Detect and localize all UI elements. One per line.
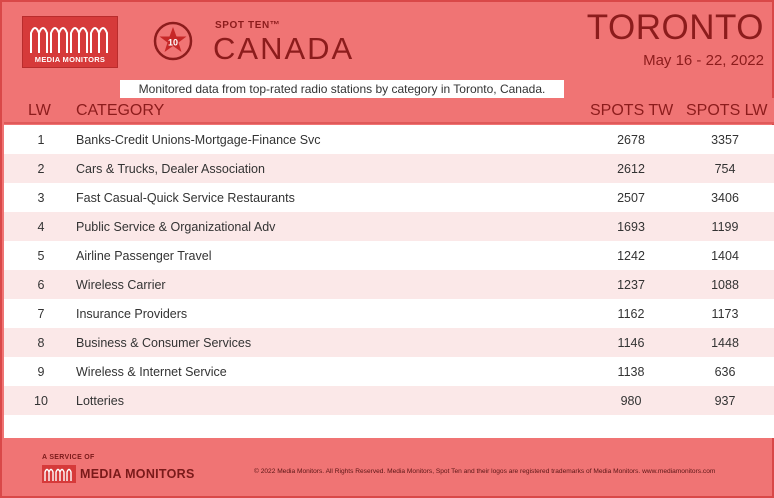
table-row: 2 Cars & Trucks, Dealer Association 2612… [4,154,774,183]
column-header-spots-tw: SPOTS TW [590,102,674,119]
table-row: 9 Wireless & Internet Service 1138 636 [4,357,774,386]
subtitle: Monitored data from top-rated radio stat… [120,80,564,98]
category-cell: Fast Casual-Quick Service Restaurants [76,191,295,205]
rank-cell: 1 [37,133,45,147]
category-cell: Airline Passenger Travel [76,249,212,263]
spots-lw-cell: 754 [714,162,736,176]
footer-logo-text: MEDIA MONITORS [80,467,195,481]
star-badge-icon: 10 [153,21,193,61]
rank-cell: 8 [37,336,45,350]
table-row: 5 Airline Passenger Travel 1242 1404 [4,241,774,270]
spots-tw-cell: 1146 [617,336,645,350]
spots-tw-cell: 1237 [617,278,645,292]
category-cell: Wireless & Internet Service [76,365,227,379]
spots-lw-cell: 1404 [711,249,739,263]
category-cell: Lotteries [76,394,124,408]
spots-tw-cell: 2612 [617,162,645,176]
table-row: 8 Business & Consumer Services 1146 1448 [4,328,774,357]
rank-cell: 4 [37,220,45,234]
service-label: A SERVICE OF [42,454,95,461]
badge-number: 10 [168,38,178,48]
column-header-spots-lw: SPOTS LW [686,102,768,119]
city-title: TORONTO [586,8,764,47]
wave-logo-icon [30,27,108,53]
wave-logo-icon [42,465,76,483]
country-title: CANADA [213,31,355,66]
spots-lw-cell: 3406 [711,191,739,205]
table-header: LW CATEGORY SPOTS TW SPOTS LW [4,98,774,124]
spots-lw-cell: 1088 [711,278,739,292]
column-header-category: CATEGORY [76,102,165,119]
spots-tw-cell: 1242 [617,249,645,263]
spots-tw-cell: 980 [620,394,642,408]
logo-text: MEDIA MONITORS [34,55,106,64]
category-cell: Business & Consumer Services [76,336,252,350]
column-header-lw: LW [28,102,51,119]
rank-cell: 2 [37,162,45,176]
spots-lw-cell: 1173 [711,307,739,321]
spots-lw-cell: 636 [714,365,736,379]
table-row: 4 Public Service & Organizational Adv 16… [4,212,774,241]
rank-cell: 10 [34,394,48,408]
footer: A SERVICE OF MEDIA MONITORS © 2022 Media… [2,438,772,498]
footer-media-monitors-logo: MEDIA MONITORS [42,465,212,483]
spots-tw-cell: 1138 [617,365,645,379]
media-monitors-logo: MEDIA MONITORS [22,16,118,68]
spots-lw-cell: 3357 [711,133,739,147]
spots-lw-cell: 937 [714,394,736,408]
rank-cell: 3 [37,191,45,205]
header: MEDIA MONITORS 10 SPOT TEN™ CANADA TORON… [2,2,772,80]
spots-tw-cell: 2507 [617,191,645,205]
copyright-notice: © 2022 Media Monitors. All Rights Reserv… [254,468,716,475]
spots-lw-cell: 1448 [711,336,739,350]
rank-cell: 7 [37,307,45,321]
rank-cell: 5 [37,249,45,263]
spot-ten-label: SPOT TEN™ [215,20,281,31]
category-cell: Wireless Carrier [76,278,166,292]
table-row: 7 Insurance Providers 1162 1173 [4,299,774,328]
date-range: May 16 - 22, 2022 [643,52,764,69]
spots-lw-cell: 1199 [711,220,739,234]
rank-cell: 6 [37,278,45,292]
category-cell: Banks-Credit Unions-Mortgage-Finance Svc [76,133,321,147]
spots-tw-cell: 1693 [617,220,645,234]
category-cell: Insurance Providers [76,307,188,321]
table-row: 10 Lotteries 980 937 [4,386,774,415]
rank-cell: 9 [37,365,45,379]
table-row: 3 Fast Casual-Quick Service Restaurants … [4,183,774,212]
spots-tw-cell: 1162 [617,307,645,321]
table-row: 1 Banks-Credit Unions-Mortgage-Finance S… [4,125,774,154]
table-body: 1 Banks-Credit Unions-Mortgage-Finance S… [4,125,774,438]
category-cell: Cars & Trucks, Dealer Association [76,162,265,176]
category-cell: Public Service & Organizational Adv [76,220,276,234]
spots-tw-cell: 2678 [617,133,645,147]
table-row: 6 Wireless Carrier 1237 1088 [4,270,774,299]
